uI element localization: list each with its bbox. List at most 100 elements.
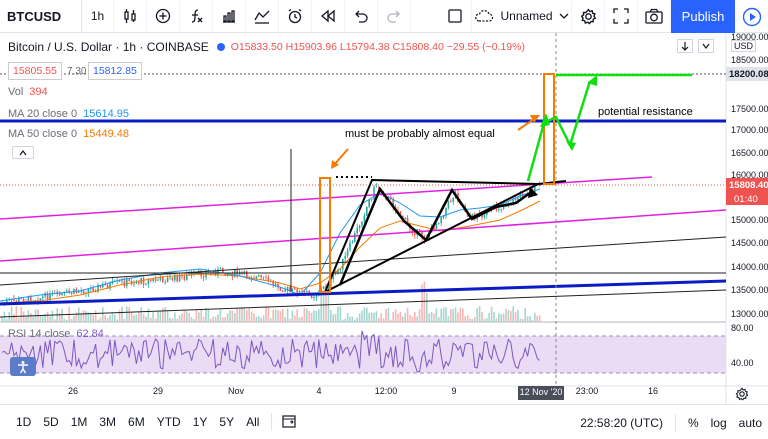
axis-menu-button[interactable] bbox=[698, 39, 714, 53]
undo-button[interactable] bbox=[345, 0, 378, 33]
currency-label[interactable]: USD bbox=[731, 40, 757, 52]
compare-button[interactable] bbox=[147, 0, 180, 33]
redo-button[interactable] bbox=[378, 0, 411, 33]
range-1d[interactable]: 1D bbox=[16, 415, 32, 429]
alert-button[interactable] bbox=[279, 0, 312, 33]
volume-bar bbox=[210, 318, 212, 322]
sell-price[interactable]: 15805.55 bbox=[8, 62, 62, 80]
candle-body bbox=[404, 217, 406, 220]
volume-bar bbox=[152, 312, 154, 322]
volume-bar bbox=[354, 319, 356, 322]
volume-bar bbox=[476, 308, 478, 322]
volume-bar bbox=[270, 318, 272, 322]
settings-button[interactable] bbox=[572, 0, 605, 33]
play-button[interactable] bbox=[735, 0, 768, 33]
volume-bar bbox=[351, 316, 354, 322]
candle-body bbox=[18, 298, 20, 303]
time-tick: 9 bbox=[451, 386, 457, 396]
fullscreen-toggle-button[interactable] bbox=[439, 0, 472, 33]
volume-bar bbox=[471, 319, 474, 322]
volume-bar bbox=[462, 308, 464, 322]
candle-body bbox=[435, 223, 438, 230]
volume-bar bbox=[42, 316, 44, 322]
log-toggle[interactable]: log bbox=[710, 415, 727, 430]
volume-bar bbox=[274, 309, 277, 322]
range-1y[interactable]: 1Y bbox=[192, 415, 208, 429]
chart-area[interactable]: Bitcoin / U.S. Dollar · 1h · COINBASE O1… bbox=[0, 32, 768, 439]
candle-body bbox=[442, 215, 445, 218]
gear-icon bbox=[735, 387, 749, 401]
volume-bar bbox=[342, 319, 344, 322]
chart-type-button[interactable] bbox=[246, 0, 279, 33]
symbol-search[interactable]: BTCUSD bbox=[0, 0, 82, 33]
fullscreen-button[interactable] bbox=[605, 0, 638, 33]
volume-bar bbox=[344, 318, 346, 322]
interval-button[interactable]: 1h bbox=[82, 0, 114, 33]
replay-button[interactable] bbox=[312, 0, 345, 33]
legend-ma20-row: MA 20 close 0 15614.95 bbox=[8, 108, 129, 120]
axis-scroll-button[interactable] bbox=[677, 39, 693, 53]
range-6m[interactable]: 6M bbox=[128, 415, 145, 429]
range-5y[interactable]: 5Y bbox=[219, 415, 235, 429]
last-price-label: 15808.40 bbox=[729, 179, 768, 191]
rsi-line bbox=[1, 330, 540, 373]
rsi-settings-button[interactable] bbox=[10, 357, 36, 376]
volume-bar bbox=[188, 313, 190, 322]
auto-toggle[interactable]: auto bbox=[738, 415, 762, 430]
volume-bar bbox=[90, 312, 92, 322]
volume-bar bbox=[399, 311, 402, 322]
volume-bar bbox=[46, 311, 49, 322]
green-arrowhead-down bbox=[566, 141, 576, 151]
clock[interactable]: 22:58:20 (UTC) bbox=[580, 415, 663, 430]
candle-body bbox=[356, 227, 358, 234]
volume-bar bbox=[522, 319, 524, 322]
volume-bar bbox=[128, 307, 130, 322]
volume-bar bbox=[298, 317, 301, 322]
chart-settings-button[interactable] bbox=[735, 387, 751, 403]
volume-bar bbox=[258, 316, 260, 322]
volume-bar bbox=[411, 316, 414, 322]
range-3m[interactable]: 3M bbox=[99, 415, 117, 429]
volume-bar bbox=[382, 318, 385, 322]
candle-body bbox=[94, 291, 97, 293]
date-range-button[interactable] bbox=[278, 414, 300, 431]
volume-bar bbox=[260, 317, 262, 322]
chart-canvas[interactable] bbox=[0, 33, 768, 405]
candle-body bbox=[368, 199, 370, 208]
buy-price[interactable]: 15812.85 bbox=[88, 62, 142, 80]
volume-bar bbox=[296, 309, 298, 322]
volume-bar bbox=[426, 292, 428, 322]
range-1m[interactable]: 1M bbox=[70, 415, 88, 429]
indicators-button[interactable] bbox=[180, 0, 213, 33]
candle-body bbox=[512, 198, 514, 205]
compare-icon bbox=[155, 8, 171, 24]
price-tick: 14500.00 bbox=[731, 238, 768, 248]
volume-bar bbox=[524, 308, 526, 322]
candle-body bbox=[303, 291, 306, 293]
candle-body bbox=[171, 277, 174, 281]
range-ytd[interactable]: YTD bbox=[156, 415, 181, 429]
volume-bar bbox=[25, 316, 27, 322]
volume-bar bbox=[380, 313, 382, 322]
volume-bar bbox=[418, 309, 421, 322]
publish-button[interactable]: Publish bbox=[671, 0, 735, 33]
volume-bar bbox=[85, 311, 87, 322]
volume-bar bbox=[133, 315, 135, 322]
volume-bar bbox=[183, 309, 186, 322]
volume-bar bbox=[282, 308, 284, 322]
percent-toggle[interactable]: % bbox=[687, 415, 699, 430]
volume-bar bbox=[22, 311, 25, 322]
volume-bar bbox=[262, 315, 265, 322]
snapshot-button[interactable] bbox=[638, 0, 671, 33]
range-5d[interactable]: 5D bbox=[43, 415, 59, 429]
collapse-legend-button[interactable] bbox=[12, 146, 34, 159]
eye-icon[interactable] bbox=[216, 43, 225, 51]
accessibility-icon bbox=[18, 360, 28, 373]
range-all[interactable]: All bbox=[246, 415, 260, 429]
candle-body bbox=[301, 290, 303, 292]
rsi-tick: 40.00 bbox=[731, 358, 754, 368]
candle-body bbox=[255, 276, 258, 280]
layout-menu[interactable]: Unnamed bbox=[472, 0, 572, 33]
templates-button[interactable] bbox=[213, 0, 246, 33]
bar-style-button[interactable] bbox=[114, 0, 147, 33]
